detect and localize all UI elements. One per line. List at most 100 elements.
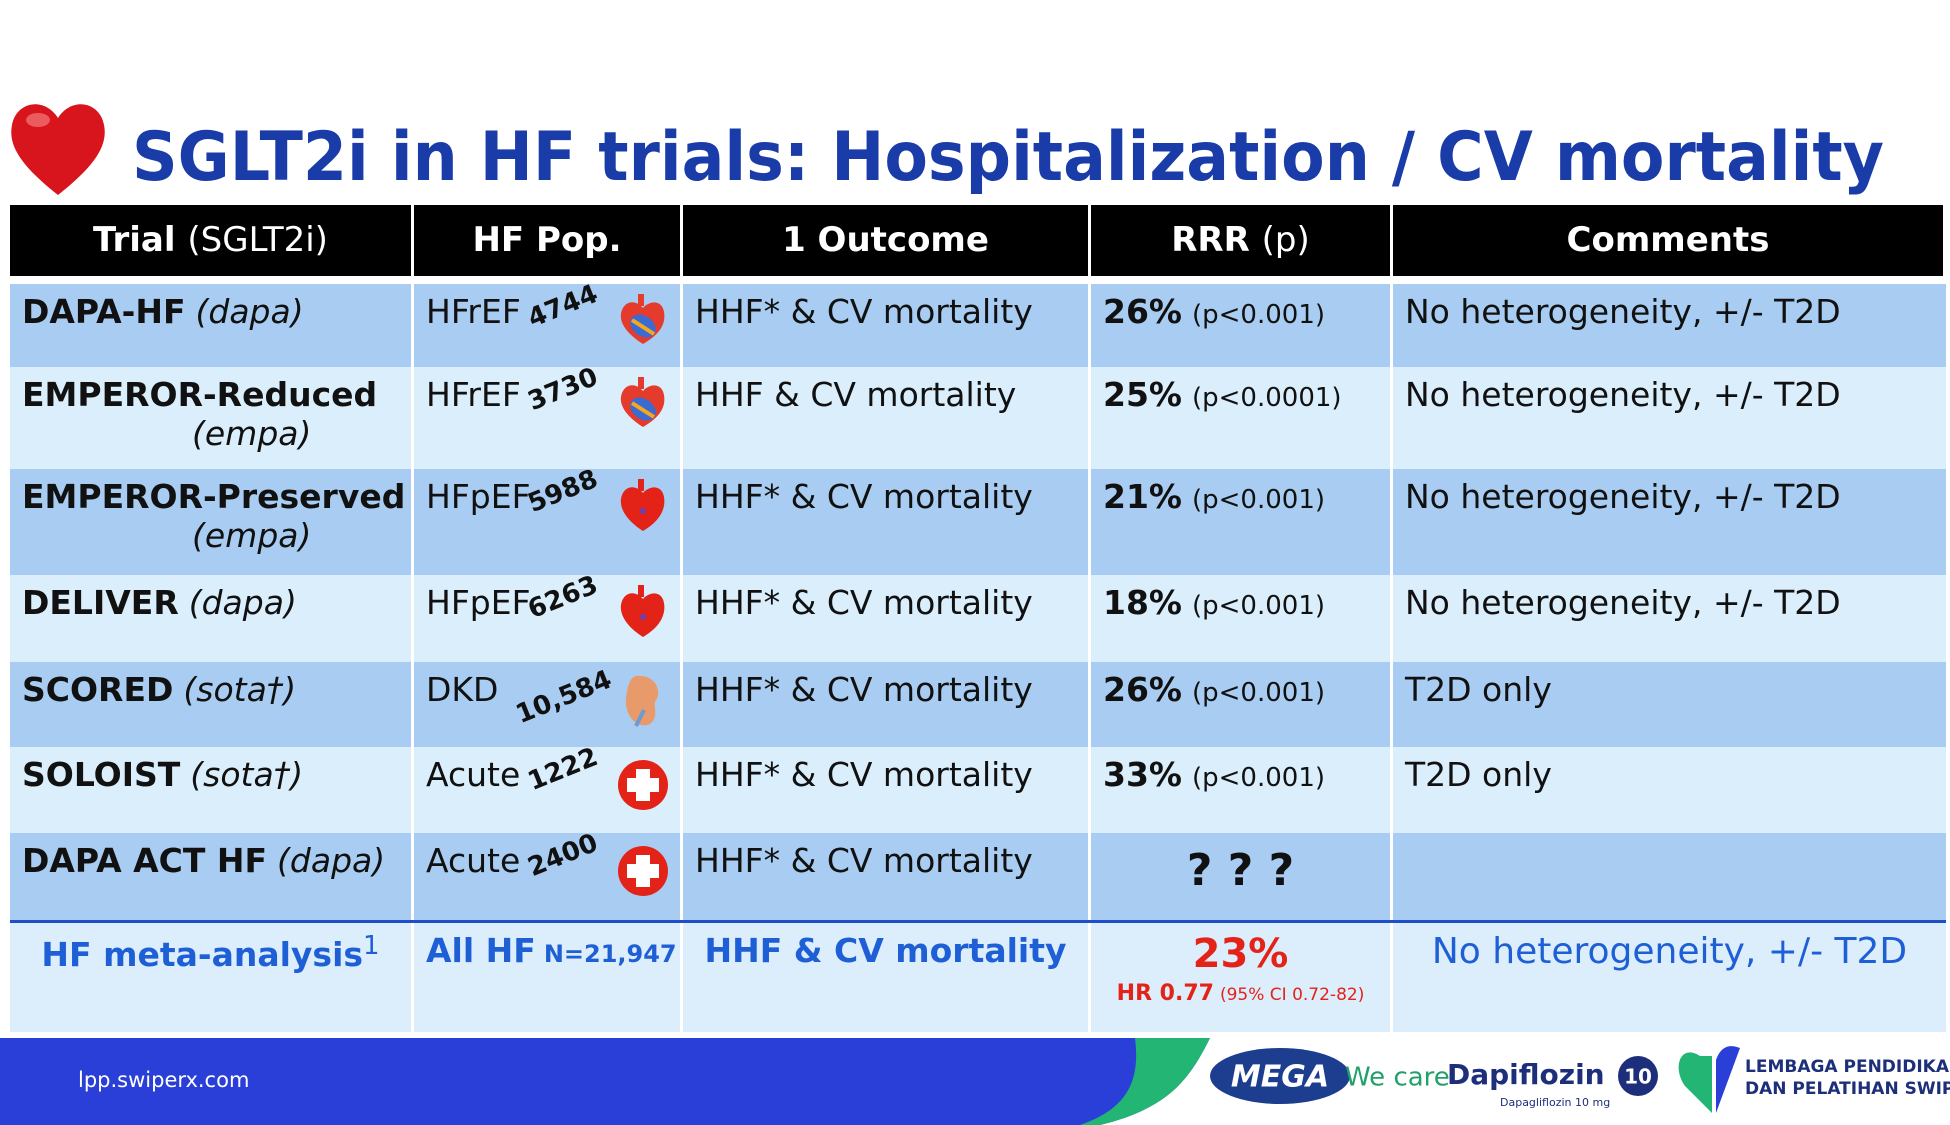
meta-outcome: HHF & CV mortality bbox=[704, 931, 1067, 970]
p-value: (p<0.0001) bbox=[1192, 383, 1342, 413]
title-bar: SGLT2i in HF trials: Hospitalization / C… bbox=[11, 104, 1884, 197]
icon-part bbox=[625, 675, 659, 726]
outcome: HHF* & CV mortality bbox=[695, 755, 1033, 794]
table-cell: EMPEROR-Preserved (empa) bbox=[10, 469, 414, 575]
badge-circle bbox=[1618, 1056, 1658, 1096]
table-cell: HHF* & CV mortality bbox=[683, 662, 1091, 747]
icon-part bbox=[638, 294, 644, 306]
trial-drug: (empa) bbox=[192, 516, 312, 555]
badge: 10 bbox=[1624, 1065, 1652, 1089]
header-row: Trial (SGLT2i) HF Pop. 1 Outcome RRR (p) Com… bbox=[10, 205, 1946, 276]
hf-pop: Acute bbox=[426, 755, 521, 794]
table-cell: HF meta-analysis1 bbox=[10, 923, 414, 1032]
table-cell: 26% (p<0.001) bbox=[1091, 662, 1393, 747]
org-line1: LEMBAGA PENDIDIKAN bbox=[1745, 1057, 1950, 1077]
header-cell: RRR (p) bbox=[1091, 205, 1393, 276]
header-sub: (p) bbox=[1261, 220, 1310, 260]
table-cell: ? ? ? bbox=[1091, 833, 1393, 920]
outcome: HHF* & CV mortality bbox=[695, 292, 1033, 331]
brand: MEGA bbox=[1231, 1060, 1329, 1095]
icon-part bbox=[640, 614, 646, 620]
trial-name: DAPA-HF bbox=[22, 292, 186, 331]
p-value: (p<0.001) bbox=[1192, 300, 1326, 330]
trial-drug: (dapa) bbox=[188, 583, 297, 622]
kidney-icon bbox=[625, 675, 659, 727]
table-row: EMPEROR-Preserved (empa) HFpEF 5988 HHF* & C… bbox=[10, 464, 1946, 575]
table-row: SOLOIST (sota†) Acute 1222 HHF* & CV mortali… bbox=[10, 742, 1946, 833]
hfpef-icon bbox=[620, 585, 665, 637]
trial-drug: (sota†) bbox=[190, 755, 304, 794]
hf-n: 2400 bbox=[523, 828, 603, 883]
table-cell: HHF* & CV mortality bbox=[683, 747, 1091, 833]
table-cell: DELIVER (dapa) bbox=[10, 575, 414, 662]
separator bbox=[10, 920, 1946, 923]
meta-n: N=21,947 bbox=[543, 940, 677, 968]
table-cell: DKD 10,584 bbox=[414, 662, 683, 747]
trial-drug: (dapa) bbox=[277, 841, 386, 880]
table-cell: SOLOIST (sota†) bbox=[10, 747, 414, 833]
hf-pop: HFrEF bbox=[426, 375, 521, 414]
table-cell: No heterogeneity, +/- T2D bbox=[1393, 575, 1946, 662]
table-cell: T2D only bbox=[1393, 662, 1946, 747]
product-sub: Dapagliflozin 10 mg bbox=[1500, 1096, 1610, 1109]
icon-part bbox=[627, 769, 659, 801]
footer-band bbox=[0, 1038, 1210, 1125]
table-row: SCORED (sota†) DKD 10,584 HHF* & CV mortalit… bbox=[10, 662, 1946, 747]
hf-pop: HFpEF bbox=[426, 583, 531, 622]
hf-n: 10,584 bbox=[511, 664, 617, 730]
table-cell: HFrEF 4744 bbox=[414, 279, 683, 367]
org-logo-left bbox=[1678, 1052, 1712, 1113]
trial-name: EMPEROR-Reduced bbox=[22, 375, 378, 414]
hf-pop: HFpEF bbox=[426, 477, 531, 516]
rrr: 25% bbox=[1103, 375, 1182, 414]
table-cell: SCORED (sota†) bbox=[10, 662, 414, 747]
table-cell: Acute 2400 bbox=[414, 828, 683, 920]
p-value: (p<0.001) bbox=[1192, 763, 1326, 793]
hf-n: 6263 bbox=[523, 570, 603, 625]
meta-ref: 1 bbox=[363, 931, 380, 961]
hfref-icon bbox=[620, 294, 665, 344]
table-row: DAPA ACT HF (dapa) Acute 2400 HHF* & CV mort… bbox=[10, 828, 1946, 920]
table-cell: HFpEF 5988 bbox=[414, 464, 683, 575]
outcome: HHF* & CV mortality bbox=[695, 841, 1033, 880]
outcome: HHF* & CV mortality bbox=[695, 477, 1033, 516]
table-cell: 26% (p<0.001) bbox=[1091, 284, 1393, 367]
trial-name: SCORED bbox=[22, 670, 174, 709]
table-cell: Acute 1222 bbox=[414, 742, 683, 833]
icon-part bbox=[640, 508, 646, 514]
outcome: HHF* & CV mortality bbox=[695, 670, 1033, 709]
hf-n: 3730 bbox=[523, 362, 603, 417]
rrr: 33% bbox=[1103, 755, 1182, 794]
trial-name: EMPEROR-Preserved bbox=[22, 477, 406, 516]
table-cell: HFrEF 3730 bbox=[414, 362, 683, 469]
table-cell: HHF* & CV mortality bbox=[683, 575, 1091, 662]
meta-hr-line: HR 0.77 (95% CI 0.72-82) bbox=[1103, 981, 1378, 1006]
hfref-icon bbox=[620, 377, 665, 427]
meta-ci: (95% CI 0.72-82) bbox=[1219, 985, 1365, 1005]
rrr: 26% bbox=[1103, 292, 1182, 331]
org-logo-right bbox=[1716, 1046, 1740, 1113]
p-value: (p<0.001) bbox=[1192, 485, 1326, 515]
meta-trial: HF meta-analysis bbox=[41, 935, 364, 974]
icon-part bbox=[627, 855, 659, 887]
meta-rrr: 23% bbox=[1192, 931, 1289, 977]
header-label: HF Pop. bbox=[472, 220, 622, 260]
icon-part bbox=[630, 318, 656, 336]
table-cell bbox=[1393, 833, 1946, 920]
icon-part bbox=[638, 479, 644, 491]
rrr: 18% bbox=[1103, 583, 1182, 622]
p-value: (p<0.001) bbox=[1192, 591, 1326, 621]
table-cell: HHF* & CV mortality bbox=[683, 833, 1091, 920]
header-label: Trial bbox=[93, 220, 176, 260]
heart-icon bbox=[11, 104, 105, 195]
table-cell: All HF N=21,947 bbox=[414, 923, 683, 1032]
trial-drug: (empa) bbox=[192, 414, 312, 453]
hfpef-icon bbox=[620, 479, 665, 531]
table-cell: HHF & CV mortality bbox=[683, 367, 1091, 469]
footer-accent bbox=[1080, 1038, 1210, 1125]
table-cell: No heterogeneity, +/- T2D bbox=[1393, 367, 1946, 469]
url: lpp.swiperx.com bbox=[78, 1068, 249, 1092]
outcome: HHF & CV mortality bbox=[695, 375, 1017, 414]
icon-part bbox=[630, 401, 656, 419]
